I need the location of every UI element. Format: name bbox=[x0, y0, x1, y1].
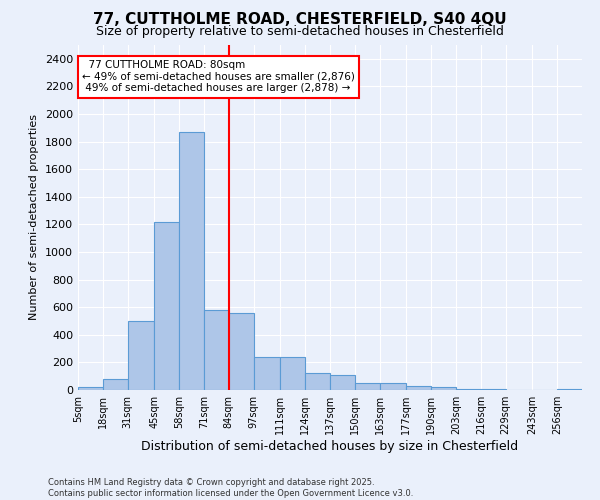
Text: 77, CUTTHOLME ROAD, CHESTERFIELD, S40 4QU: 77, CUTTHOLME ROAD, CHESTERFIELD, S40 4Q… bbox=[93, 12, 507, 28]
Bar bbox=[154, 222, 179, 390]
Bar bbox=[431, 387, 456, 390]
Bar bbox=[456, 388, 481, 390]
Bar bbox=[78, 387, 103, 390]
Bar bbox=[254, 357, 280, 390]
Bar bbox=[355, 383, 380, 390]
Text: 77 CUTTHOLME ROAD: 80sqm
← 49% of semi-detached houses are smaller (2,876)
 49% : 77 CUTTHOLME ROAD: 80sqm ← 49% of semi-d… bbox=[82, 60, 355, 94]
Y-axis label: Number of semi-detached properties: Number of semi-detached properties bbox=[29, 114, 40, 320]
Bar bbox=[330, 375, 355, 390]
X-axis label: Distribution of semi-detached houses by size in Chesterfield: Distribution of semi-detached houses by … bbox=[142, 440, 518, 453]
Bar bbox=[204, 310, 229, 390]
Text: Size of property relative to semi-detached houses in Chesterfield: Size of property relative to semi-detach… bbox=[96, 25, 504, 38]
Bar bbox=[406, 386, 431, 390]
Bar bbox=[305, 374, 330, 390]
Bar bbox=[128, 321, 154, 390]
Bar bbox=[280, 357, 305, 390]
Text: Contains HM Land Registry data © Crown copyright and database right 2025.
Contai: Contains HM Land Registry data © Crown c… bbox=[48, 478, 413, 498]
Bar bbox=[179, 132, 204, 390]
Bar bbox=[557, 388, 582, 390]
Bar bbox=[229, 312, 254, 390]
Bar bbox=[380, 383, 406, 390]
Bar bbox=[103, 379, 128, 390]
